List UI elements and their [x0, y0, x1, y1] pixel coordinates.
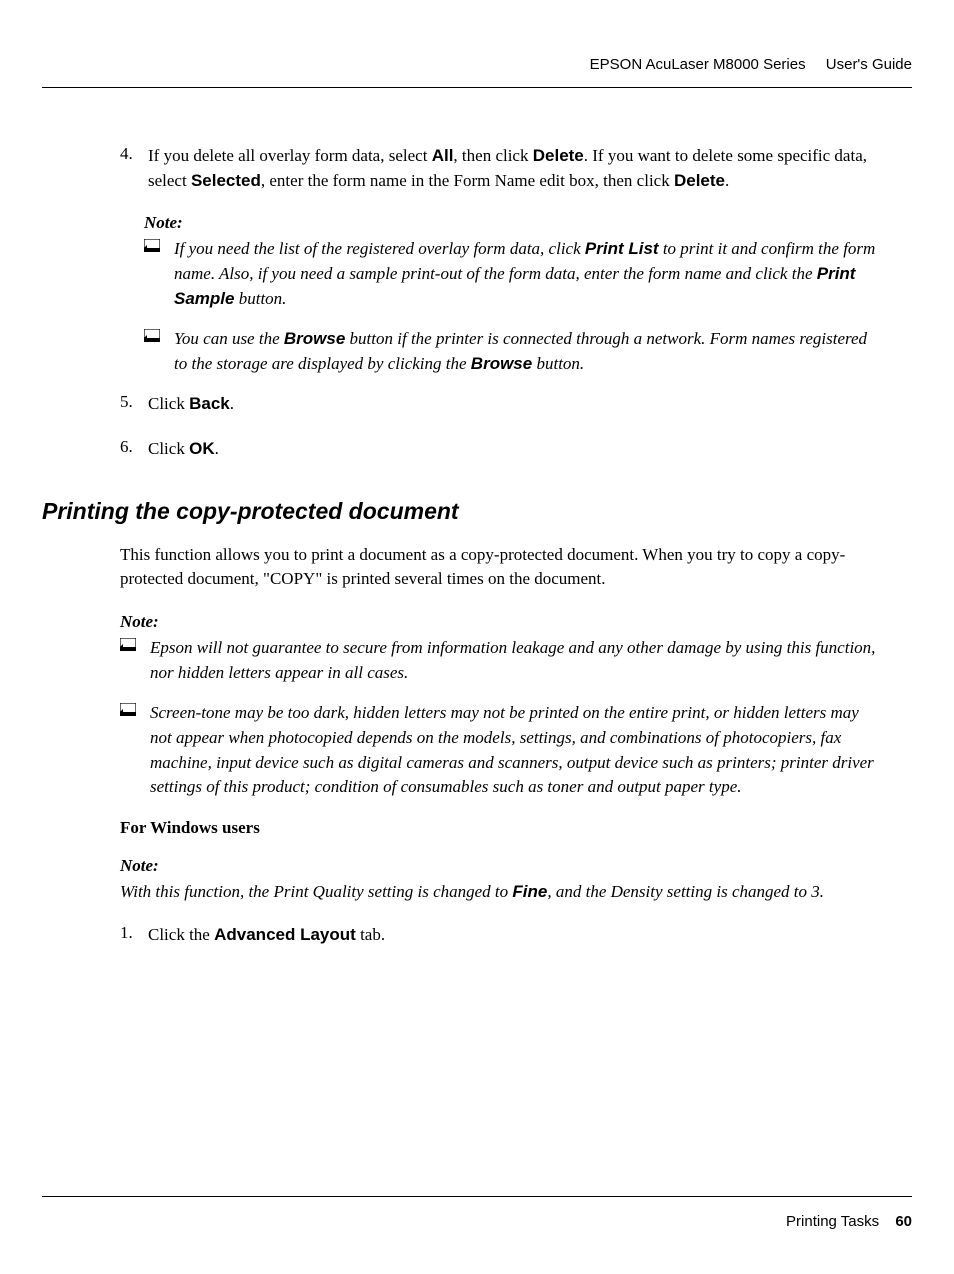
page-content: 4. If you delete all overlay form data, …: [42, 88, 912, 947]
bullet-icon: [144, 327, 174, 376]
step-text: If you delete all overlay form data, sel…: [148, 144, 876, 193]
note1-bullet1: If you need the list of the registered o…: [144, 237, 876, 311]
note-block-3: Note: With this function, the Print Qual…: [120, 856, 876, 905]
note1-bullet2: You can use the Browse button if the pri…: [144, 327, 876, 376]
page-footer: Printing Tasks 60: [42, 1196, 912, 1230]
note-label: Note:: [120, 612, 876, 632]
section-heading: Printing the copy-protected document: [42, 498, 876, 525]
bullet-text: Epson will not guarantee to secure from …: [150, 636, 876, 685]
step-number: 4.: [120, 144, 148, 193]
step-4: 4. If you delete all overlay form data, …: [120, 144, 876, 193]
note2-bullet1: Epson will not guarantee to secure from …: [120, 636, 876, 685]
bullet-icon: [120, 636, 150, 685]
page-header: EPSON AcuLaser M8000 Series User's Guide: [42, 56, 912, 88]
note-block-1: Note: If you need the list of the regist…: [144, 213, 876, 376]
sub-heading: For Windows users: [120, 818, 876, 838]
intro-paragraph: This function allows you to print a docu…: [120, 543, 876, 592]
step-text: Click the Advanced Layout tab.: [148, 923, 876, 948]
note-label: Note:: [144, 213, 876, 233]
page-number: 60: [895, 1213, 912, 1230]
doc-title: User's Guide: [826, 56, 912, 73]
step-number: 5.: [120, 392, 148, 417]
step-6: 6. Click OK.: [120, 437, 876, 462]
step-text: Click Back.: [148, 392, 876, 417]
bullet-icon: [120, 701, 150, 800]
bullet-icon: [144, 237, 174, 311]
step-number: 6.: [120, 437, 148, 462]
note-block-2: Note: Epson will not guarantee to secure…: [120, 612, 876, 800]
product-name: EPSON AcuLaser M8000 Series: [590, 56, 806, 73]
bullet-text: You can use the Browse button if the pri…: [174, 327, 876, 376]
note2-bullet2: Screen-tone may be too dark, hidden lett…: [120, 701, 876, 800]
note-label: Note:: [120, 856, 876, 876]
note-text: With this function, the Print Quality se…: [120, 880, 876, 905]
footer-section: Printing Tasks: [786, 1213, 879, 1230]
step-1: 1. Click the Advanced Layout tab.: [120, 923, 876, 948]
step-text: Click OK.: [148, 437, 876, 462]
bullet-text: Screen-tone may be too dark, hidden lett…: [150, 701, 876, 800]
bullet-text: If you need the list of the registered o…: [174, 237, 876, 311]
step-5: 5. Click Back.: [120, 392, 876, 417]
step-number: 1.: [120, 923, 148, 948]
